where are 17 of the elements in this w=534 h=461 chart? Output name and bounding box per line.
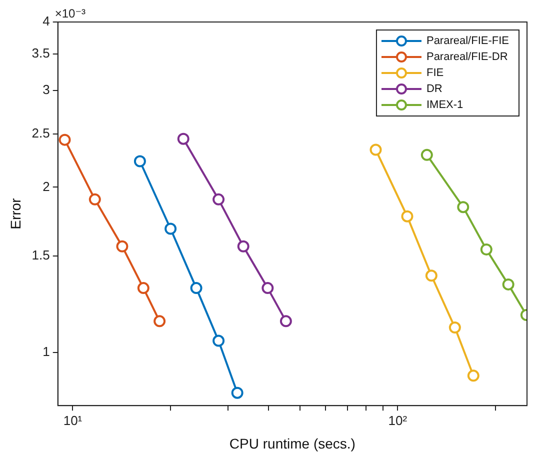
legend-label: Parareal/FIE-DR xyxy=(426,51,508,64)
legend-label: IMEX-1 xyxy=(426,99,464,112)
x-axis-title: CPU runtime (secs.) xyxy=(229,435,356,452)
y-tick-label: 1 xyxy=(42,344,50,359)
y-tick-label: 2 xyxy=(42,178,50,194)
legend-label: DR xyxy=(426,83,442,96)
x-tick-label: 10¹ xyxy=(63,412,83,428)
x-tick-label: 10² xyxy=(388,412,408,428)
text: ×10⁻³ xyxy=(54,6,86,20)
y-tick-label: 3 xyxy=(42,82,50,98)
y-tick-label: 3.5 xyxy=(32,45,50,60)
y-tick-label: 1.5 xyxy=(32,247,50,262)
legend-label: Parareal/FIE-FIE xyxy=(426,35,510,48)
y-axis-title: Error xyxy=(7,198,24,230)
y-tick-label: 2.5 xyxy=(32,126,50,141)
y-tick-label: 4 xyxy=(42,14,50,29)
legend-label: FIE xyxy=(426,67,444,80)
